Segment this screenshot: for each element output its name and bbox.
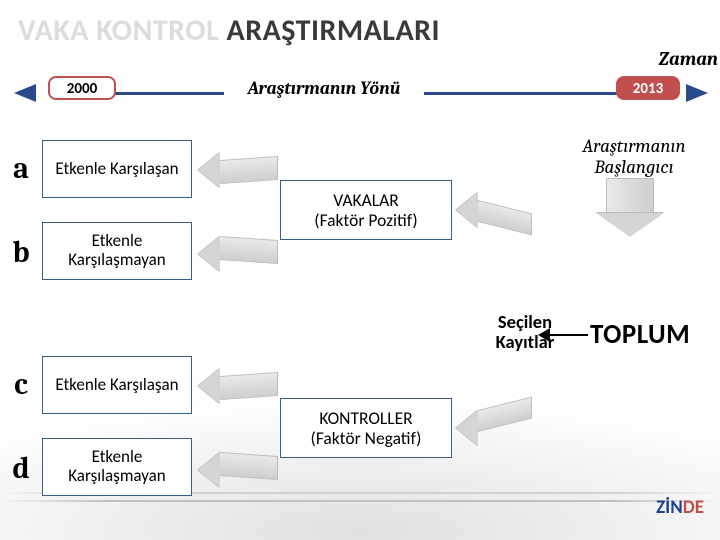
zinde-blue: ZİN — [656, 496, 683, 519]
arrow-body — [220, 156, 278, 184]
arrow-icon — [456, 192, 478, 228]
row-letter-c: c — [4, 364, 38, 406]
toplum-label: TOPLUM — [590, 318, 690, 351]
kontroller-box: KONTROLLER (Faktör Negatif) — [280, 398, 452, 458]
vakalar-l1: VAKALAR — [314, 190, 417, 210]
title-dark: ARAŞTIRMALARI — [227, 12, 441, 49]
zaman-label: Zaman — [659, 48, 718, 70]
ab-l1: Araştırmanın — [582, 135, 685, 157]
vakalar-box: VAKALAR (Faktör Pozitif) — [280, 180, 452, 240]
timeline-direction-label: Araştırmanın Yönü — [224, 78, 424, 99]
thin-arrow-icon — [538, 328, 550, 342]
row-letter-a: a — [4, 148, 38, 190]
thin-arrow-shaft — [548, 334, 588, 336]
arrow-body — [478, 200, 532, 235]
box-d-text: Etkenle Karşılaşmayan — [43, 448, 191, 485]
zinde-red: DE — [683, 496, 704, 519]
box-a-text: Etkenle Karşılaşan — [55, 160, 178, 179]
arrow-body — [220, 236, 278, 264]
secilen-kayitlar: Seçilen Kayıtlar — [470, 312, 580, 353]
zinde-logo: ZİNDE — [656, 496, 704, 519]
box-c: Etkenle Karşılaşan — [42, 356, 192, 414]
box-d: Etkenle Karşılaşmayan — [42, 438, 192, 496]
arrow-icon — [456, 410, 478, 446]
down-arrow-icon — [596, 213, 664, 237]
ab-l2: Başlangıcı — [594, 156, 673, 178]
decor-line-2 — [0, 500, 720, 502]
timeline-arrow-left-icon — [14, 84, 36, 102]
kontroller-l1: KONTROLLER — [311, 408, 422, 428]
arrow-icon — [198, 152, 220, 188]
arrow-body — [220, 452, 278, 480]
arrow-icon — [198, 368, 220, 404]
kontroller-l2: (Faktör Negatif) — [311, 428, 422, 448]
timeline-arrow-right-icon — [686, 84, 708, 102]
row-letter-d: d — [4, 448, 38, 490]
box-c-text: Etkenle Karşılaşan — [55, 376, 178, 395]
box-a: Etkenle Karşılaşan — [42, 140, 192, 198]
slide-root: VAKA KONTROL ARAŞTIRMALARI Zaman Araştır… — [0, 0, 720, 540]
arrow-body — [478, 397, 532, 432]
year-2000-pill: 2000 — [48, 76, 116, 100]
slide-title: VAKA KONTROL ARAŞTIRMALARI — [18, 12, 440, 49]
year-2013-pill: 2013 — [616, 76, 680, 100]
row-letter-b: b — [4, 232, 38, 274]
vakalar-l2: (Faktör Pozitif) — [314, 210, 417, 230]
arrow-body — [220, 372, 278, 400]
box-b-text: Etkenle Karşılaşmayan — [43, 232, 191, 269]
title-light: VAKA KONTROL — [18, 12, 227, 49]
arrow-icon — [198, 452, 220, 488]
box-b: Etkenle Karşılaşmayan — [42, 222, 192, 280]
down-arrow-body — [606, 178, 654, 214]
timeline: Araştırmanın Yönü 2000 2013 — [14, 80, 708, 110]
arastirma-baslangici: Araştırmanın Başlangıcı — [560, 136, 708, 178]
arrow-icon — [198, 236, 220, 272]
